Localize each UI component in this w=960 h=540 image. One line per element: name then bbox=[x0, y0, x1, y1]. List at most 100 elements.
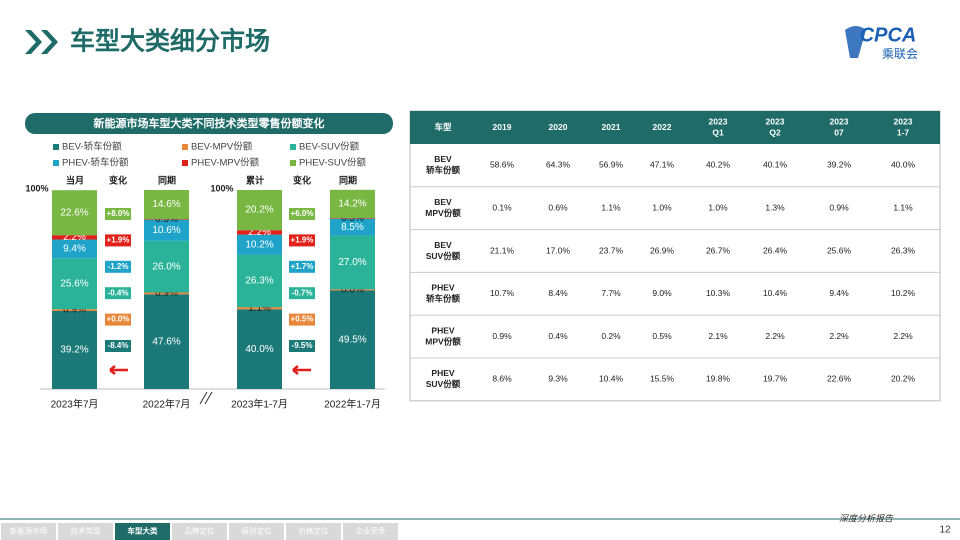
value-label: 40.0% bbox=[245, 344, 273, 355]
table-cell: 0.4% bbox=[548, 331, 568, 341]
logo: CPCA bbox=[860, 24, 917, 46]
table-cell: 0.2% bbox=[601, 331, 621, 341]
table-header: 2021 bbox=[602, 122, 621, 132]
arrow bbox=[292, 365, 311, 375]
row-label: MPV份额 bbox=[425, 208, 461, 218]
footer-tab-label: 企业竞争 bbox=[356, 525, 386, 535]
change-box bbox=[289, 208, 315, 220]
table-cell: 8.6% bbox=[492, 374, 512, 384]
legend-label: PHEV-轿车份额 bbox=[62, 157, 129, 169]
report-label: 深度分析报告 bbox=[839, 513, 894, 523]
table-cell: 19.7% bbox=[763, 374, 788, 384]
bar-segment bbox=[330, 235, 375, 290]
footer-tab bbox=[343, 523, 398, 540]
value-label: 20.2% bbox=[245, 205, 273, 216]
bar-segment bbox=[330, 289, 375, 291]
row-label: SUV份额 bbox=[426, 379, 461, 389]
table-cell: 10.4% bbox=[763, 288, 788, 298]
row-label: PHEV bbox=[431, 368, 454, 378]
value-label: 8.5% bbox=[341, 222, 364, 233]
table-cell: 21.1% bbox=[490, 245, 515, 255]
table-cell: 15.5% bbox=[650, 374, 675, 384]
bar-segment bbox=[52, 309, 97, 311]
bar-segment bbox=[330, 218, 375, 236]
row-label: BEV bbox=[434, 197, 452, 207]
legend-swatch bbox=[182, 160, 188, 166]
table-cell: 40.0% bbox=[891, 160, 916, 170]
change-box bbox=[105, 260, 131, 273]
table-cell: 2.2% bbox=[893, 331, 913, 341]
value-label: 0.3% bbox=[341, 213, 364, 224]
value-label: 49.5% bbox=[338, 334, 366, 345]
value-label: 26.3% bbox=[245, 276, 273, 287]
page-number: 12 bbox=[939, 525, 951, 536]
value-label: 14.6% bbox=[152, 199, 180, 210]
bar-segment bbox=[237, 190, 282, 231]
change-box bbox=[289, 313, 315, 326]
value-label: 9.4% bbox=[63, 244, 86, 255]
change-box bbox=[289, 234, 315, 247]
table-header: 2022 bbox=[653, 122, 672, 132]
value-label: 22.6% bbox=[60, 207, 88, 218]
bar-segment bbox=[330, 290, 375, 389]
logo-mark bbox=[845, 26, 866, 58]
bar-segment bbox=[52, 190, 97, 236]
footer-tab bbox=[286, 523, 341, 540]
table-cell: 1.3% bbox=[765, 202, 785, 212]
table-cell: 17.0% bbox=[546, 245, 571, 255]
change-box bbox=[289, 260, 315, 273]
bar-segment bbox=[144, 219, 189, 220]
change-label: +8.0% bbox=[107, 209, 130, 218]
bar-segment bbox=[237, 234, 282, 255]
table-cell: 9.0% bbox=[652, 288, 672, 298]
value-label: 25.6% bbox=[60, 278, 88, 289]
bar-segment bbox=[144, 292, 189, 295]
table-cell: 64.3% bbox=[546, 160, 571, 170]
table-cell: 40.2% bbox=[706, 160, 731, 170]
footer-tab bbox=[1, 523, 56, 540]
value-label: 10.6% bbox=[152, 225, 180, 236]
table-cell: 26.3% bbox=[891, 245, 916, 255]
y-tick-label: 100% bbox=[25, 183, 48, 193]
bar-segment bbox=[52, 235, 97, 240]
footer-tab bbox=[172, 523, 227, 540]
table-cell: 56.9% bbox=[599, 160, 624, 170]
table-header: 1-7 bbox=[897, 127, 910, 137]
table-cell: 23.7% bbox=[599, 245, 624, 255]
table-cell: 1.1% bbox=[893, 202, 913, 212]
footer-tab bbox=[229, 523, 284, 540]
table-cell: 0.9% bbox=[492, 331, 512, 341]
row-label: SUV份额 bbox=[426, 251, 461, 261]
legend-swatch bbox=[53, 144, 59, 150]
change-label: -1.2% bbox=[108, 262, 129, 271]
row-label: BEV bbox=[434, 240, 452, 250]
table-cell: 10.2% bbox=[891, 288, 916, 298]
legend-label: BEV-SUV份额 bbox=[299, 141, 360, 153]
chart-title-bg bbox=[25, 113, 393, 134]
table-header: 2023 bbox=[709, 116, 728, 126]
table-header: 2023 bbox=[830, 116, 849, 126]
change-label: +0.5% bbox=[291, 315, 314, 324]
row-label: 轿车份额 bbox=[426, 165, 461, 175]
table-cell: 2.1% bbox=[708, 331, 728, 341]
value-label: 39.2% bbox=[60, 345, 88, 356]
value-label: 0.6% bbox=[341, 285, 364, 296]
change-label: +1.7% bbox=[291, 262, 314, 271]
arrow bbox=[109, 365, 128, 375]
bar-segment bbox=[144, 190, 189, 220]
bar-segment bbox=[237, 254, 282, 308]
table-header-bg bbox=[410, 111, 940, 144]
value-label: 2.2% bbox=[248, 227, 271, 238]
row-label: PHEV bbox=[431, 283, 454, 293]
table-cell: 58.6% bbox=[490, 160, 515, 170]
footer-tab-label: 价格定位 bbox=[299, 525, 329, 535]
table-cell: 1.0% bbox=[652, 202, 672, 212]
y-tick-label: 100% bbox=[210, 183, 233, 193]
change-label: -8.4% bbox=[108, 341, 129, 350]
column-header: 同期 bbox=[339, 174, 357, 185]
footer-tab-label: 新能源市场 bbox=[10, 525, 48, 535]
row-label: MPV份额 bbox=[425, 336, 461, 346]
legend-label: PHEV-MPV份额 bbox=[191, 157, 260, 169]
legend-swatch bbox=[182, 144, 188, 150]
